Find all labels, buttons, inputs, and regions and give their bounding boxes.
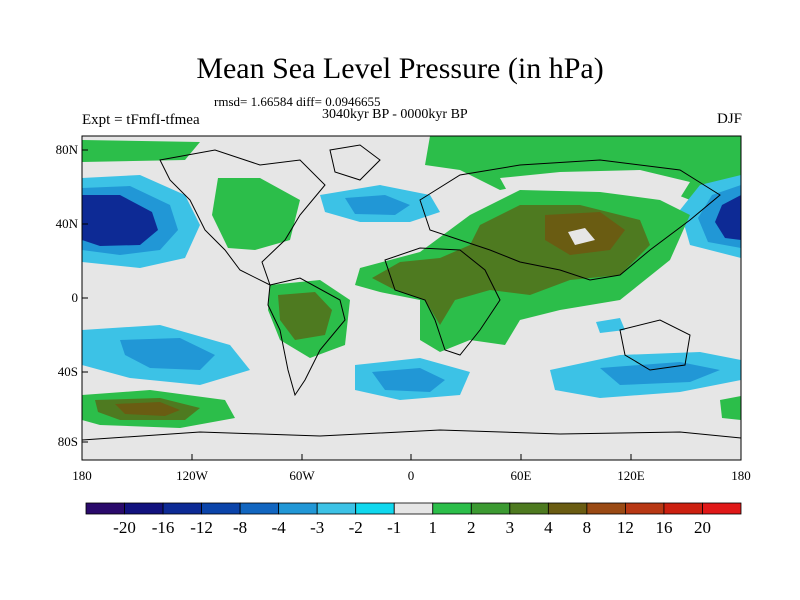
colorbar-swatch [470,502,511,515]
colorbar-label: 3 [505,518,515,537]
lat-label: 0 [71,290,79,305]
colorbar-label: 4 [544,518,553,537]
coast-greenland [329,144,381,181]
lon-label: 180 [72,468,92,483]
colorbar-swatch [316,502,357,515]
colorbar-label: -16 [151,518,175,537]
stats-line: rmsd= 1.66584 diff= 0.0946655 [214,94,381,109]
colorbar-swatch [393,502,434,515]
colorbar-label: -4 [271,518,286,537]
field-n-america [212,178,300,250]
colorbar-label: 12 [616,518,634,537]
colorbar-label: -2 [348,518,363,537]
coast-south-america [267,277,346,397]
axis-ticks [81,149,742,460]
colorbar-label: -1 [387,518,402,537]
coast-africa [384,247,501,356]
coastlines [82,144,741,441]
lon-label: 60W [289,468,315,483]
coast-antarctica [82,429,741,441]
colorbar-swatch [509,502,549,515]
lon-label: 0 [407,468,415,483]
field-natl-2 [345,195,410,215]
coast-australia [619,319,691,371]
field-arctic-west [82,140,200,162]
colorbar-swatch [586,502,626,515]
lon-label: 120E [617,468,645,483]
field-satl-2 [372,368,445,392]
experiment-label: Expt = tFmfI-tfmea [82,112,200,128]
lon-label: 120W [176,468,208,483]
colorbar-label: 1 [428,518,438,537]
colorbar-swatch [162,502,202,515]
colorbar-swatch [547,502,588,515]
colorbar-swatch [663,502,703,515]
map-title: Mean Sea Level Pressure (in hPa) [196,52,604,85]
coast-eurasia [419,159,721,281]
colorbar-swatch [124,502,164,515]
colorbar-swatch [201,502,241,515]
field-sind-2 [600,362,720,385]
lat-label: 40N [55,216,78,231]
field-s-america-2 [278,292,332,340]
period-label: 3040kyr BP - 0000kyr BP [322,107,468,122]
lon-label: 180 [731,468,751,483]
colorbar-label: -20 [113,518,136,537]
colorbar-label: 2 [467,518,476,537]
colorbar-label: 16 [655,518,673,537]
colorbar-label: -12 [190,518,213,537]
colorbar-swatch [85,502,125,515]
lon-label: 60E [510,468,532,483]
lat-label: 80N [55,142,78,157]
colorbar-swatch [355,502,395,515]
field-socean-east [720,396,741,420]
colorbar-label: -3 [310,518,325,537]
field-socean-3 [115,402,180,416]
lat-label: 80S [57,434,78,449]
field-indian-small [596,318,625,333]
colorbar-label: -8 [233,518,248,537]
season-label: DJF [716,111,742,127]
colorbar-swatch [432,502,472,515]
field-npac-west-3 [82,195,158,246]
coast-north-america [159,149,326,286]
colorbar-label: 20 [693,518,711,537]
lat-label: 40S [57,364,78,379]
colorbar-swatch [702,502,742,515]
colorbar-label: 8 [582,518,592,537]
colorbar-swatch [625,502,665,515]
colorbar [85,502,742,515]
field-npac-east-3 [715,195,741,240]
field-spac-2 [120,338,215,370]
colorbar-swatch [239,502,280,515]
anomaly-fields [82,136,741,428]
colorbar-swatch [278,502,318,515]
field-tibet-neutral [568,228,595,245]
